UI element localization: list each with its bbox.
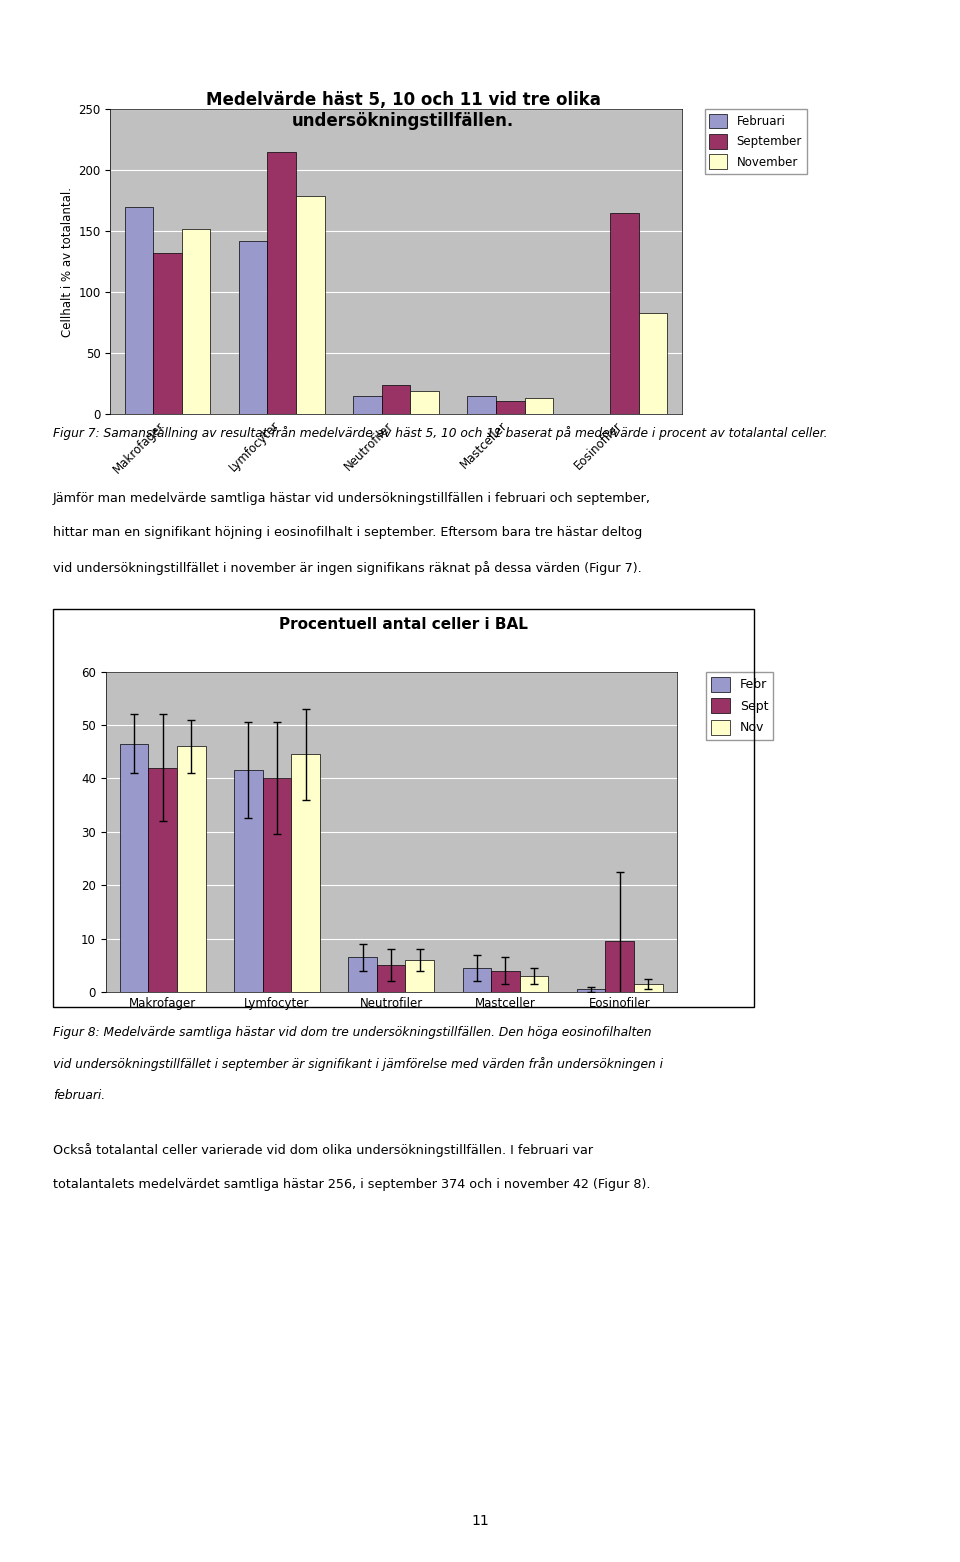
Bar [125, 206, 154, 414]
Bar [638, 312, 667, 414]
Bar [382, 384, 410, 414]
Bar [154, 253, 181, 414]
Bar [519, 976, 548, 992]
Bar [181, 228, 210, 414]
Bar [634, 984, 662, 992]
Text: februari.: februari. [53, 1089, 105, 1101]
Bar [410, 390, 439, 414]
Bar [353, 395, 382, 414]
Legend: Febr, Sept, Nov: Febr, Sept, Nov [706, 672, 773, 740]
Text: Figur 7: Samanställning av resultat från medelvärde av häst 5, 10 och 11 baserat: Figur 7: Samanställning av resultat från… [53, 426, 828, 440]
Text: hittar man en signifikant höjning i eosinofilhalt i september. Eftersom bara tre: hittar man en signifikant höjning i eosi… [53, 526, 642, 539]
Bar [291, 754, 320, 992]
Bar [177, 747, 205, 992]
Bar [234, 770, 263, 992]
Bar [577, 989, 606, 992]
Bar [492, 970, 519, 992]
Text: Medelvärde häst 5, 10 och 11 vid tre olika: Medelvärde häst 5, 10 och 11 vid tre oli… [205, 91, 601, 109]
Bar [405, 959, 434, 992]
Bar [606, 942, 634, 992]
Bar [120, 744, 149, 992]
Text: Procentuell antal celler i BAL: Procentuell antal celler i BAL [278, 617, 528, 633]
Bar [268, 152, 296, 414]
Bar [263, 778, 291, 992]
Bar [239, 241, 268, 414]
Y-axis label: Cellhalt i % av totalantal.: Cellhalt i % av totalantal. [61, 186, 74, 337]
Bar [377, 965, 405, 992]
Legend: Februari, September, November: Februari, September, November [705, 109, 806, 173]
Bar [524, 398, 553, 414]
Text: totalantalets medelvärdet samtliga hästar 256, i september 374 och i november 42: totalantalets medelvärdet samtliga hästa… [53, 1178, 650, 1190]
Text: Figur 8: Medelvärde samtliga hästar vid dom tre undersökningstillfällen. Den hög: Figur 8: Medelvärde samtliga hästar vid … [53, 1026, 651, 1039]
Text: Jämför man medelvärde samtliga hästar vid undersökningstillfällen i februari och: Jämför man medelvärde samtliga hästar vi… [53, 492, 651, 505]
Bar [296, 195, 324, 414]
Bar [348, 958, 377, 992]
Text: vid undersökningstillfället i november är ingen signifikans räknat på dessa värd: vid undersökningstillfället i november ä… [53, 561, 641, 575]
Text: Också totalantal celler varierade vid dom olika undersökningstillfällen. I febru: Också totalantal celler varierade vid do… [53, 1143, 593, 1157]
Bar [149, 767, 177, 992]
Bar [463, 968, 492, 992]
Bar [611, 212, 638, 414]
Bar [496, 400, 524, 414]
Text: vid undersökningstillfället i september är signifikant i jämförelse med värden f: vid undersökningstillfället i september … [53, 1057, 662, 1072]
Bar [468, 395, 496, 414]
Text: undersökningstillfällen.: undersökningstillfällen. [292, 112, 515, 131]
Text: 11: 11 [471, 1514, 489, 1528]
